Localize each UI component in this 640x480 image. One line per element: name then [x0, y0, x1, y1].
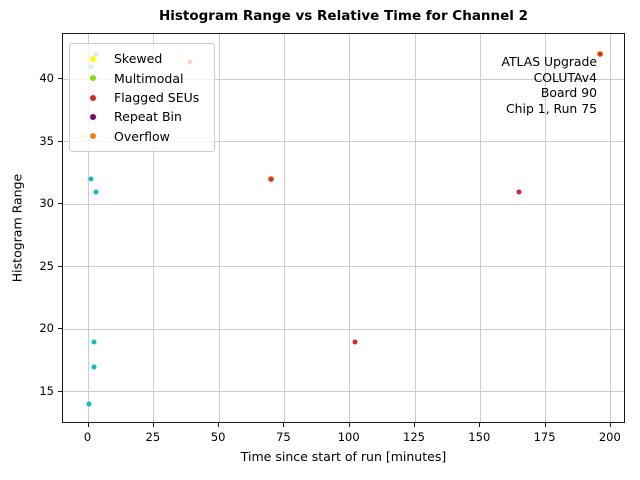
x-tick-label: 25 — [145, 430, 161, 444]
gridline-horizontal — [63, 328, 624, 330]
y-tick-label: 25 — [39, 258, 54, 273]
gridline-horizontal — [63, 266, 624, 267]
gridline-vertical — [218, 34, 220, 422]
y-tick-mark — [58, 78, 62, 79]
annotation-line: COLUTAv4 — [533, 69, 597, 85]
data-point — [91, 364, 97, 369]
x-tick-mark — [152, 423, 154, 427]
x-tick-label: 100 — [337, 430, 360, 444]
data-point — [86, 401, 92, 407]
legend-entry: Flagged SEUs — [76, 88, 208, 107]
gridline-vertical — [88, 34, 90, 422]
legend-entry-label: Flagged SEUs — [114, 90, 200, 106]
legend-marker-icon — [90, 94, 96, 101]
y-tick-label: 15 — [39, 383, 54, 398]
y-tick-label: 20 — [39, 321, 54, 335]
annotation-line: ATLAS Upgrade — [501, 54, 597, 69]
gridline-horizontal — [63, 203, 624, 205]
gridline-horizontal — [63, 141, 624, 142]
y-tick-mark — [58, 328, 62, 329]
x-tick-label: 200 — [598, 430, 621, 444]
legend-marker-icon — [90, 113, 96, 120]
y-tick-mark — [58, 265, 62, 267]
x-tick-mark — [544, 423, 546, 427]
x-tick-label: 150 — [468, 430, 491, 444]
x-tick-label: 0 — [83, 430, 92, 444]
legend-entry-label: Multimodal — [114, 70, 184, 86]
x-tick-mark — [414, 423, 415, 427]
legend-entry-label: Repeat Bin — [114, 109, 182, 125]
data-point — [93, 189, 99, 194]
y-tick-label: 30 — [39, 196, 54, 210]
x-tick-mark — [218, 423, 220, 427]
gridline-vertical — [349, 34, 351, 422]
x-tick-mark — [609, 423, 611, 427]
annotation-line: Board 90 — [540, 85, 597, 101]
gridline-horizontal — [63, 391, 624, 392]
y-axis-label: Histogram Range — [9, 173, 25, 283]
legend-entry: Overflow — [76, 127, 208, 146]
annotation-line: Chip 1, Run 75 — [506, 100, 597, 116]
y-tick-label: 40 — [39, 71, 54, 85]
x-axis-label: Time since start of run [minutes] — [240, 449, 447, 464]
gridline-vertical — [479, 34, 481, 422]
data-point — [352, 339, 358, 344]
annotation-text: ATLAS Upgrade COLUTAv4 Board 90 Chip 1, Run… — [501, 54, 597, 116]
data-point — [598, 52, 603, 56]
legend-entry: Skewed — [76, 49, 208, 68]
gridline-horizontal — [63, 78, 624, 80]
x-tick-label: 50 — [210, 430, 226, 444]
legend-entry-label: Overflow — [114, 128, 170, 144]
x-tick-mark — [283, 423, 285, 427]
legend: Skewed Multimodal Flagged SEUs Repeat Bin Ov… — [69, 43, 215, 152]
x-tick-label: 175 — [533, 430, 556, 444]
legend-marker-icon — [90, 55, 96, 62]
y-tick-label: 35 — [39, 133, 54, 148]
gridline-vertical — [545, 34, 547, 422]
y-tick-mark — [58, 203, 62, 204]
data-point — [269, 177, 274, 181]
y-tick-mark — [58, 140, 62, 142]
chart-title: Histogram Range vs Relative Time for Cha… — [158, 8, 529, 24]
gridline-vertical — [414, 34, 416, 422]
data-point — [91, 339, 97, 344]
legend-entry-label: Skewed — [114, 51, 163, 67]
x-tick-mark — [479, 423, 481, 427]
x-tick-label: 125 — [403, 430, 425, 444]
legend-marker-icon — [90, 133, 96, 140]
legend-entry: Multimodal — [76, 68, 208, 87]
x-tick-label: 75 — [276, 430, 291, 444]
x-tick-mark — [348, 423, 350, 427]
legend-marker-icon — [90, 75, 96, 82]
data-point — [88, 176, 94, 182]
gridline-vertical — [153, 34, 155, 422]
gridline-vertical — [283, 34, 285, 422]
data-point — [516, 189, 522, 194]
gridline-vertical — [610, 34, 612, 422]
y-tick-mark — [58, 390, 62, 392]
x-tick-mark — [87, 423, 89, 427]
legend-entry: Repeat Bin — [76, 107, 208, 126]
